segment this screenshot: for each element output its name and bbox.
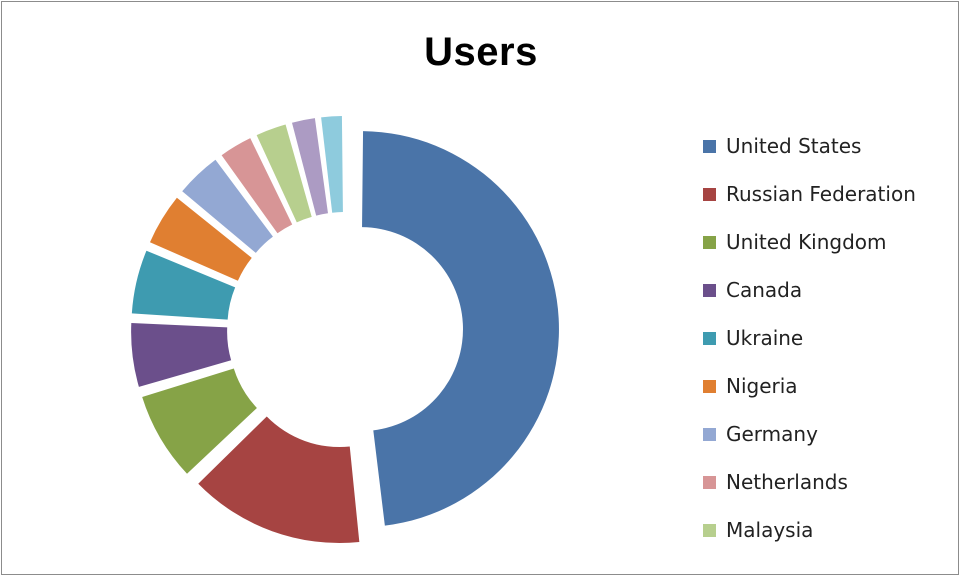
slice-russian-federation: [198, 416, 360, 544]
legend-swatch: [703, 235, 716, 249]
legend-item-netherlands: Netherlands: [703, 458, 916, 506]
legend-label: Russian Federation: [726, 182, 916, 206]
slice-germany: [182, 159, 273, 253]
legend-label: Netherlands: [726, 470, 848, 494]
slice-united-states: [362, 131, 559, 526]
legend-swatch: [703, 283, 716, 297]
legend-swatch: [703, 475, 716, 489]
legend-label: United Kingdom: [726, 230, 887, 254]
slice-malaysia: [256, 124, 312, 223]
legend-label: Germany: [726, 422, 818, 446]
legend-item-nigeria: Nigeria: [703, 362, 916, 410]
slice-segment-11: [321, 116, 343, 213]
legend-swatch: [703, 427, 716, 441]
legend-swatch: [703, 139, 716, 153]
legend-item-ukraine: Ukraine: [703, 314, 916, 362]
legend-item-malaysia: Malaysia: [703, 506, 916, 554]
legend-label: Nigeria: [726, 374, 798, 398]
legend-swatch: [703, 379, 716, 393]
legend-item-united-states: United States: [703, 122, 916, 170]
legend-label: United States: [726, 134, 862, 158]
legend-item-canada: Canada: [703, 266, 916, 314]
slice-netherlands: [221, 138, 293, 234]
legend-label: Malaysia: [726, 518, 814, 542]
legend-item-united-kingdom: United Kingdom: [703, 218, 916, 266]
chart-title: Users: [424, 30, 538, 74]
slice-united-kingdom: [142, 368, 257, 474]
legend-swatch: [703, 187, 716, 201]
slice-nigeria: [149, 197, 252, 281]
slice-canada: [131, 323, 232, 387]
slice-segment-10: [291, 118, 328, 216]
legend-label: Canada: [726, 278, 803, 302]
chart-legend: United States Russian Federation United Ki…: [703, 122, 916, 554]
legend-label: Ukraine: [726, 326, 804, 350]
legend-item-germany: Germany: [703, 410, 916, 458]
legend-item-russian-federation: Russian Federation: [703, 170, 916, 218]
slice-ukraine: [131, 250, 236, 320]
legend-swatch: [703, 523, 716, 537]
legend-swatch: [703, 331, 716, 345]
